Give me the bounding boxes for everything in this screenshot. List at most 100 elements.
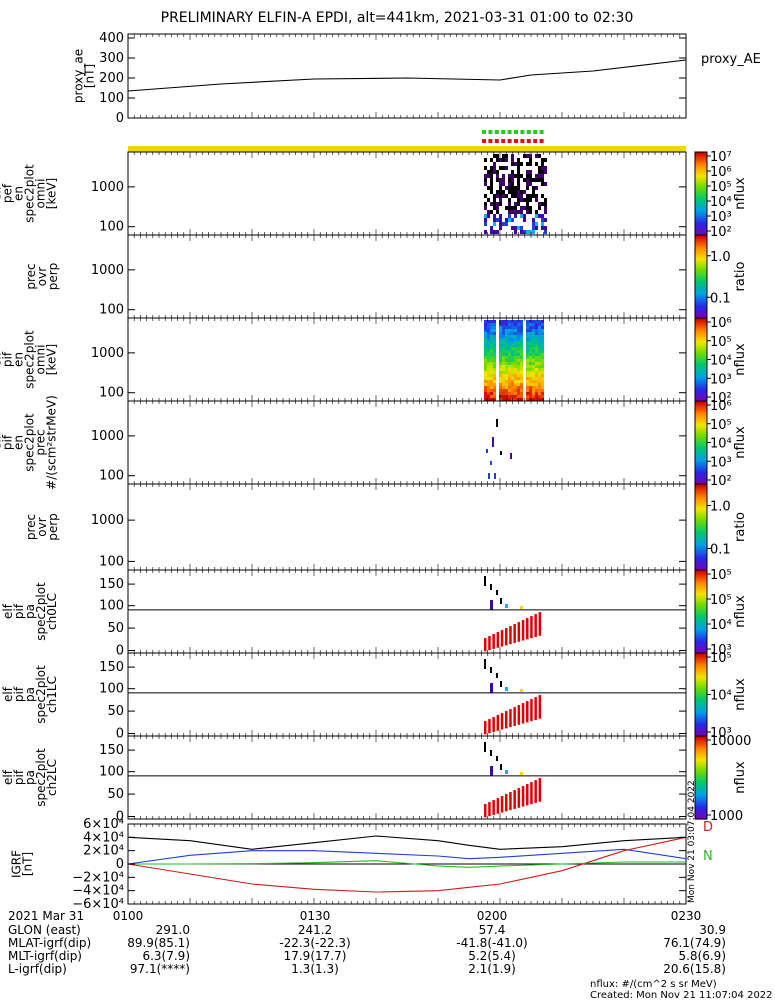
colorbar-segment	[695, 284, 707, 288]
y-axis-label-line: elf	[0, 434, 4, 450]
colorbar-segment	[695, 590, 707, 594]
spectrogram-cell	[532, 374, 535, 377]
colorbar-segment	[695, 338, 707, 342]
spectrogram-cell	[511, 326, 514, 329]
spectrogram-cell	[500, 598, 502, 604]
colorbar-label: ratio	[733, 261, 748, 291]
spectrogram-cell	[523, 190, 526, 194]
spectrogram-cell	[511, 341, 514, 344]
spectrogram-cell	[508, 338, 511, 341]
spectrogram-cell	[490, 210, 493, 214]
colorbar-segment	[695, 266, 707, 269]
spectrogram-cell	[484, 214, 487, 218]
spectrogram-cell	[484, 386, 487, 389]
flag-red-dot	[526, 139, 531, 143]
colorbar-segment	[695, 690, 707, 694]
y-tick-label: 1000	[91, 513, 124, 528]
pitch-angle-cell	[534, 614, 537, 637]
spectrogram-cell	[532, 226, 535, 230]
spectrogram-cell	[505, 341, 508, 344]
colorbar-segment	[695, 257, 707, 261]
ephemeris-value: 20.6(15.8)	[663, 962, 726, 976]
pitch-angle-cell	[505, 794, 508, 812]
spectrogram-cell	[511, 356, 514, 359]
pitch-angle-cell	[488, 802, 491, 817]
colorbar-segment	[695, 405, 707, 408]
spectrogram-cell	[511, 226, 514, 230]
spectrogram-cell	[502, 166, 505, 170]
colorbar-segment	[695, 185, 707, 188]
spectrogram-cell	[529, 198, 532, 202]
spectrogram-cell	[493, 206, 496, 210]
y-axis-label-line: spec2plot	[23, 413, 37, 472]
spectrogram-cell	[499, 344, 502, 347]
spectrogram-cell	[502, 383, 505, 386]
spectrogram-cell	[511, 182, 514, 186]
spectrogram-cell	[538, 214, 541, 218]
spectrogram-cell	[529, 392, 532, 395]
spectrogram-cell	[544, 226, 547, 230]
y-axis-label: precovrperp	[24, 263, 60, 291]
spectrogram-cell	[511, 374, 514, 377]
spectrogram-cell	[511, 323, 514, 326]
y-tick-label: 0	[116, 727, 124, 742]
colorbar-segment	[695, 174, 707, 178]
spectrogram-cell	[490, 362, 493, 365]
y-axis-label: elfpifpaspec2plotch2LC	[1, 748, 59, 807]
spectrogram-cell	[484, 202, 487, 206]
colorbar-segment	[695, 425, 707, 429]
spectrogram-cell	[520, 323, 523, 326]
colorbar-segment	[695, 773, 707, 777]
spectrogram-cell	[520, 174, 523, 178]
spectrogram-cell	[538, 386, 541, 389]
spectrogram-cell	[490, 371, 493, 374]
spectrogram-cell	[529, 344, 532, 347]
y-axis-label-line: pa	[23, 770, 37, 785]
igrf-legend-d: D	[703, 820, 713, 835]
colorbar-segment	[695, 563, 707, 567]
colorbar-tick-label: 10⁵	[710, 651, 732, 666]
spectrogram-cell	[529, 350, 532, 353]
spectrogram-cell	[499, 353, 502, 356]
x-tick-label: 0130	[300, 909, 331, 923]
spectrogram-cell	[529, 320, 532, 323]
spectrogram-cell	[484, 326, 487, 329]
spectrogram-cell	[508, 182, 511, 186]
spectrogram-cell	[529, 174, 532, 178]
timestamp-stamp: Mon Nov 21 03:07:04 2022	[687, 780, 697, 903]
y-axis-label: elfpifenspec2plotprec#/(scm²strMeV)	[0, 395, 59, 490]
spectrogram-cell	[544, 218, 547, 222]
spectrogram-cell	[517, 344, 520, 347]
flag-red-dot	[494, 139, 499, 143]
y-axis-label-line: ovr	[35, 517, 49, 536]
colorbar-segment	[695, 559, 707, 562]
flag-green-dot	[526, 130, 531, 134]
spectrogram-cell	[499, 222, 502, 226]
spectrogram-cell	[484, 359, 487, 362]
spectrogram-cell	[505, 347, 508, 350]
spectrogram-cell	[484, 356, 487, 359]
colorbar-segment	[695, 286, 707, 290]
spectrogram-cell	[484, 166, 487, 170]
spectrogram-cell	[517, 198, 520, 202]
spectrogram-cell	[526, 230, 529, 234]
colorbar-segment	[695, 237, 707, 240]
igrf-legend-n: N	[703, 849, 713, 864]
colorbar-segment	[695, 648, 707, 652]
spectrogram-cell	[538, 170, 541, 174]
spectrogram-cell	[532, 222, 535, 226]
y-axis-label-line: [nT]	[21, 852, 35, 876]
spectrogram-cell	[493, 166, 496, 170]
spectrogram-cell	[493, 320, 496, 323]
spectrogram-cell	[493, 230, 496, 234]
spectrogram-cell	[508, 190, 511, 194]
spectrogram-cell	[517, 174, 520, 178]
spectrogram-cell	[505, 154, 508, 158]
spectrogram-cell	[505, 383, 508, 386]
colorbar-tick-label: 10000	[710, 734, 751, 749]
colorbar-tick-label: 10⁶	[710, 399, 732, 414]
spectrogram-cell	[517, 186, 520, 190]
colorbar-segment	[695, 704, 707, 708]
plot-title: PRELIMINARY ELFIN-A EPDI, alt=441km, 202…	[161, 10, 634, 26]
spectrogram-cell	[499, 186, 502, 190]
